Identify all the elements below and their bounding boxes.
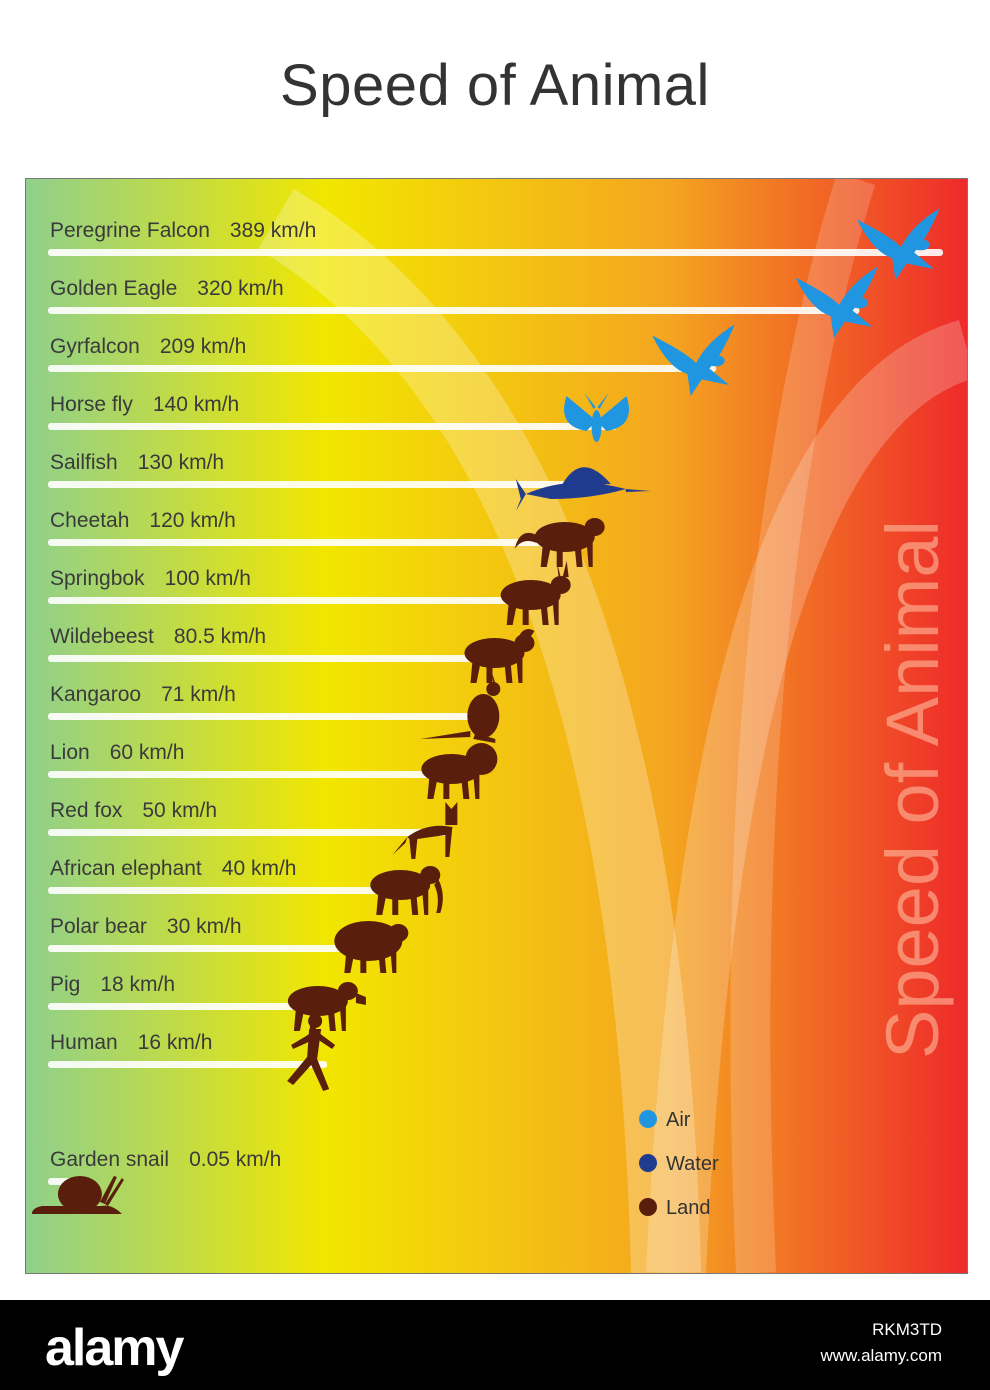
legend-label-air: Air <box>666 1109 691 1131</box>
value-label: 80.5 km/h <box>174 625 266 648</box>
value-label: 140 km/h <box>153 393 239 416</box>
value-label: 50 km/h <box>142 799 217 822</box>
category-label: Wildebeest <box>50 625 154 648</box>
category-label: African elephant <box>50 857 202 880</box>
category-label: Peregrine Falcon <box>50 219 210 242</box>
category-label: Pig <box>50 973 80 996</box>
value-label: 320 km/h <box>197 277 283 300</box>
value-label: 60 km/h <box>110 741 185 764</box>
value-label: 120 km/h <box>149 509 235 532</box>
bar-wildebeest <box>48 655 515 662</box>
value-label: 16 km/h <box>138 1031 213 1054</box>
value-label: 130 km/h <box>138 451 224 474</box>
chart-svg: Speed of Animal Peregrine Falcon 389 km/h… <box>26 179 967 1273</box>
bar-gyrfalcon <box>48 365 717 372</box>
category-label: Lion <box>50 741 90 764</box>
category-label: Gyrfalcon <box>50 335 140 358</box>
category-label: Garden snail <box>50 1148 169 1171</box>
category-label: Golden Eagle <box>50 277 177 300</box>
legend: Air Water Land <box>639 1109 719 1219</box>
kangaroo-icon <box>420 671 501 743</box>
bar-cheetah <box>48 539 585 546</box>
bar-human <box>48 1061 328 1068</box>
legend-marker-air <box>639 1110 657 1128</box>
stock-url: www.alamy.com <box>820 1346 942 1365</box>
bars-group: Peregrine Falcon 389 km/h Golden Eagle 320 … <box>31 208 943 1214</box>
value-label: 18 km/h <box>100 973 175 996</box>
human-icon <box>287 1014 336 1091</box>
horse-fly-icon <box>564 393 630 442</box>
lion-icon <box>421 743 498 799</box>
legend-marker-land <box>639 1198 657 1216</box>
stock-logo: alamy <box>45 1319 184 1377</box>
sailfish-icon <box>515 467 651 511</box>
bar-sailfish <box>48 481 601 488</box>
bar-african-elephant <box>48 887 421 894</box>
legend-marker-water <box>639 1154 657 1172</box>
elephant-icon <box>370 866 443 915</box>
category-label: Human <box>50 1031 118 1054</box>
page-title: Speed of Animal <box>280 53 710 118</box>
bar-kangaroo <box>48 713 496 720</box>
bar-pig <box>48 1003 338 1010</box>
value-label: 0.05 km/h <box>189 1148 281 1171</box>
bar-red-fox <box>48 829 448 836</box>
category-label: Sailfish <box>50 451 118 474</box>
bar-polar-bear <box>48 945 389 952</box>
bar-peregrine-falcon <box>48 249 943 256</box>
legend-label-land: Land <box>666 1197 711 1219</box>
category-label: Cheetah <box>50 509 129 532</box>
falcon-icon <box>857 208 940 280</box>
bar-horse-fly <box>48 423 617 430</box>
category-label: Kangaroo <box>50 683 141 706</box>
gyrfalcon-icon <box>652 324 735 396</box>
legend-label-water: Water <box>666 1153 719 1175</box>
category-label: Horse fly <box>50 393 133 416</box>
cheetah-icon <box>514 518 605 567</box>
category-label: Springbok <box>50 567 145 590</box>
value-label: 40 km/h <box>222 857 297 880</box>
polar-bear-icon <box>334 921 409 973</box>
wildebeest-icon <box>464 629 535 683</box>
bar-golden-eagle <box>48 307 860 314</box>
bar-springbok <box>48 597 551 604</box>
side-title: Speed of Animal <box>871 520 954 1059</box>
stock-footer: alamy RKM3TD www.alamy.com <box>0 1300 990 1390</box>
stock-image-id: RKM3TD <box>872 1320 942 1339</box>
snail-icon <box>31 1176 124 1214</box>
swoosh-right <box>646 320 967 1273</box>
bar-lion <box>48 771 472 778</box>
value-label: 389 km/h <box>230 219 316 242</box>
value-label: 100 km/h <box>165 567 251 590</box>
value-label: 30 km/h <box>167 915 242 938</box>
chart-area: Speed of Animal Peregrine Falcon 389 km/h… <box>25 178 968 1274</box>
red-fox-icon <box>392 802 458 859</box>
category-label: Polar bear <box>50 915 147 938</box>
springbok-icon <box>500 561 571 625</box>
value-label: 71 km/h <box>161 683 236 706</box>
value-label: 209 km/h <box>160 335 246 358</box>
category-label: Red fox <box>50 799 123 822</box>
eagle-icon <box>795 266 878 338</box>
